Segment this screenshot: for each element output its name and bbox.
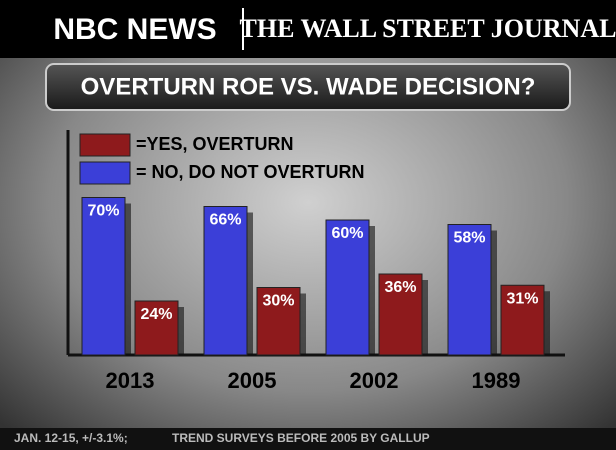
bar (447, 224, 492, 356)
bar-side (125, 203, 131, 355)
chart-title: OVERTURN ROE VS. WADE DECISION? (81, 73, 536, 100)
header-bar (0, 0, 616, 58)
bar (256, 287, 301, 356)
bar (134, 300, 179, 356)
bar-side (300, 293, 306, 355)
legend-swatch (79, 133, 131, 157)
bar-side (369, 226, 375, 355)
footnote: TREND SURVEYS BEFORE 2005 BY GALLUP (172, 431, 430, 445)
legend-label: =YES, OVERTURN (136, 134, 294, 154)
footer-bar (0, 428, 616, 450)
bar-side (422, 280, 428, 355)
value-label: 30% (262, 293, 294, 310)
logo: THE WALL STREET JOURNAL (240, 14, 616, 43)
title-box (45, 63, 571, 111)
value-label: 36% (384, 279, 416, 296)
bar-side (178, 307, 184, 355)
x-tick-label: 2005 (228, 368, 277, 393)
x-tick-label: 2013 (106, 368, 155, 393)
bar (500, 284, 545, 356)
footnote: JAN. 12-15, +/-3.1%; (14, 431, 128, 445)
bar (81, 197, 126, 356)
value-label: 60% (331, 225, 363, 242)
bar-side (247, 212, 253, 355)
bar (203, 206, 248, 356)
x-tick-label: 2002 (350, 368, 399, 393)
bar (378, 273, 423, 356)
value-label: 24% (140, 306, 172, 323)
bar-side (491, 230, 497, 355)
legend-label: = NO, DO NOT OVERTURN (136, 162, 365, 182)
value-label: 70% (87, 203, 119, 220)
x-tick-label: 1989 (472, 368, 521, 393)
value-label: 31% (506, 290, 538, 307)
value-label: 58% (453, 230, 485, 247)
value-label: 66% (209, 212, 241, 229)
legend-swatch (79, 161, 131, 185)
bar (325, 219, 370, 356)
logo: NBC NEWS (53, 13, 216, 46)
bar-side (544, 291, 550, 355)
